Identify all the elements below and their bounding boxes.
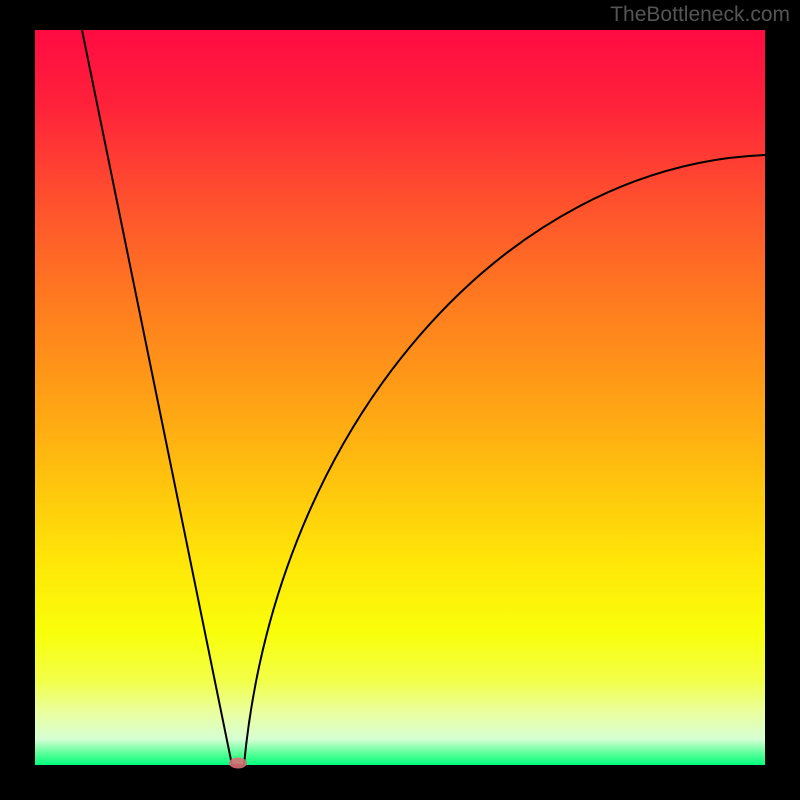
plot-area	[35, 30, 765, 765]
watermark-text: TheBottleneck.com	[610, 3, 790, 27]
minimum-marker	[229, 758, 247, 769]
bottleneck-chart	[0, 0, 800, 800]
